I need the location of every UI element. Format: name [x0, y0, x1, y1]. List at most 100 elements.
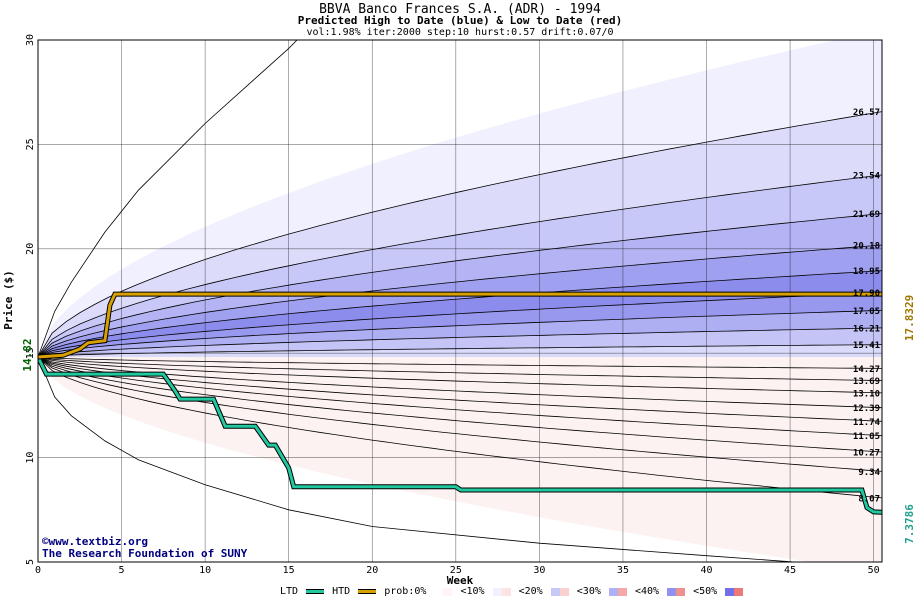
high-band — [38, 292, 882, 357]
x-tick-label: 0 — [35, 565, 41, 576]
high-band — [38, 174, 882, 357]
quantile-value-label: 21.69 — [853, 210, 880, 220]
high-band — [38, 245, 882, 357]
quantile-lines — [38, 40, 882, 562]
high-band — [38, 213, 882, 357]
credit-line-2: The Research Foundation of SUNY — [42, 547, 248, 560]
y-tick-label: 5 — [25, 559, 36, 565]
legend-htd-swatch — [358, 589, 377, 594]
high-band — [38, 310, 882, 357]
high-quantile-line — [38, 174, 882, 358]
quantile-value-label: 17.05 — [853, 307, 880, 317]
x-tick-label: 25 — [450, 565, 462, 576]
x-axis-ticks: 0 5 10 15 20 25 30 35 40 45 50 — [35, 565, 880, 576]
quantile-value-label: 26.57 — [853, 108, 880, 118]
x-tick-label: 15 — [283, 565, 295, 576]
lower-bound-line — [38, 356, 800, 562]
y-tick-label: 10 — [25, 452, 36, 464]
quantile-value-label: 18.95 — [853, 267, 880, 277]
high-quantile-line — [38, 344, 882, 358]
quantile-value-label: 13.10 — [853, 389, 880, 399]
quantile-value-label: 14.27 — [853, 365, 880, 375]
x-tick-label: 40 — [700, 565, 712, 576]
high-quantile-line — [38, 213, 882, 358]
legend-ltd-label: LTD — [280, 586, 299, 597]
htd-final-label: 17.8329 — [903, 295, 916, 341]
x-tick-label: 10 — [199, 565, 211, 576]
low-band — [38, 357, 882, 562]
legend-swatch-50 — [725, 587, 744, 596]
y-axis-label: Price ($) — [2, 270, 15, 330]
y-tick-label: 30 — [25, 34, 36, 46]
ltd-line — [38, 356, 882, 514]
high-quantile-line — [38, 327, 882, 358]
quantile-bands — [38, 40, 882, 562]
legend-swatch-30 — [608, 587, 627, 596]
chart-parameters: vol:1.98% iter:2000 step:10 hurst:0.57 d… — [306, 27, 614, 38]
legend-swatch-10 — [492, 587, 511, 596]
low-quantile-line — [38, 356, 882, 369]
high-quantile-line — [38, 292, 882, 358]
y-tick-label: 20 — [25, 243, 36, 255]
quantile-value-label: 11.05 — [853, 432, 880, 442]
htd-line — [38, 292, 882, 359]
legend-ltd-swatch — [306, 589, 325, 594]
legend-prob-label: prob:0% — [384, 586, 427, 597]
legend-htd-label: HTD — [332, 586, 351, 597]
low-quantile-line — [38, 356, 882, 422]
y-tick-label: 25 — [25, 138, 36, 150]
high-quantile-line — [38, 111, 882, 358]
high-quantile-line — [38, 270, 882, 358]
legend: LTD HTD prob:0% <10% <20% <30% <40% <50% — [280, 586, 745, 598]
quantile-value-label: 16.21 — [853, 324, 880, 334]
x-axis-label: Week — [447, 574, 474, 587]
x-tick-label: 45 — [784, 565, 796, 576]
quantile-value-label: 17.90 — [853, 289, 880, 299]
ltd-final-label: 7.3786 — [903, 504, 916, 544]
price-paths — [38, 291, 882, 515]
low-quantile-line — [38, 356, 882, 499]
plot-frame — [37, 39, 883, 563]
legend-swatch-20 — [550, 587, 569, 596]
y-tick-label: 15 — [25, 347, 36, 359]
high-quantile-line — [38, 244, 882, 358]
quantile-value-label: 15.41 — [853, 341, 880, 351]
x-tick-label: 5 — [119, 565, 125, 576]
quantile-value-label: 12.39 — [853, 404, 880, 414]
quantile-labels: 26.57 23.54 21.69 20.18 18.95 17.90 17.05 16.21… — [853, 108, 881, 504]
x-tick-label: 20 — [366, 565, 378, 576]
quantile-value-label: 13.69 — [853, 377, 880, 387]
low-quantile-line — [38, 356, 882, 453]
x-tick-label: 30 — [533, 565, 545, 576]
legend-swatch-0 — [434, 587, 453, 596]
legend-b10-label: <10% — [460, 586, 485, 597]
low-quantile-line — [38, 356, 882, 437]
quantile-value-label: 9.34 — [858, 468, 880, 478]
credit-line-1: ©www.textbiz.org — [42, 535, 148, 548]
quantile-value-label: 20.18 — [853, 242, 880, 252]
legend-b50-label: <50% — [693, 586, 718, 597]
legend-b40-label: <40% — [634, 586, 660, 597]
high-quantile-line — [38, 310, 882, 358]
high-band — [38, 40, 882, 357]
high-band — [38, 344, 882, 357]
start-price-label: 14.82 — [21, 338, 34, 371]
low-quantile-line — [38, 356, 882, 394]
legend-b30-label: <30% — [576, 586, 601, 597]
quantile-value-label: 23.54 — [853, 171, 881, 181]
y-axis-ticks: 5 10 15 20 25 30 — [25, 34, 36, 565]
high-band — [38, 327, 882, 357]
low-quantile-line — [38, 356, 882, 409]
x-tick-label: 50 — [868, 565, 880, 576]
chart-title: BBVA Banco Frances S.A. (ADR) - 1994 — [319, 2, 601, 17]
chart-subtitle: Predicted High to Date (blue) & Low to D… — [297, 14, 623, 27]
low-quantile-line — [38, 356, 882, 381]
legend-swatch-40 — [667, 587, 686, 596]
quantile-value-label: 10.27 — [853, 448, 880, 458]
x-tick-label: 35 — [617, 565, 629, 576]
upper-bound-line — [38, 40, 298, 358]
quantile-value-label: 11.74 — [853, 418, 881, 428]
quantile-value-label: 8.07 — [858, 494, 880, 504]
legend-b20-label: <20% — [518, 586, 543, 597]
